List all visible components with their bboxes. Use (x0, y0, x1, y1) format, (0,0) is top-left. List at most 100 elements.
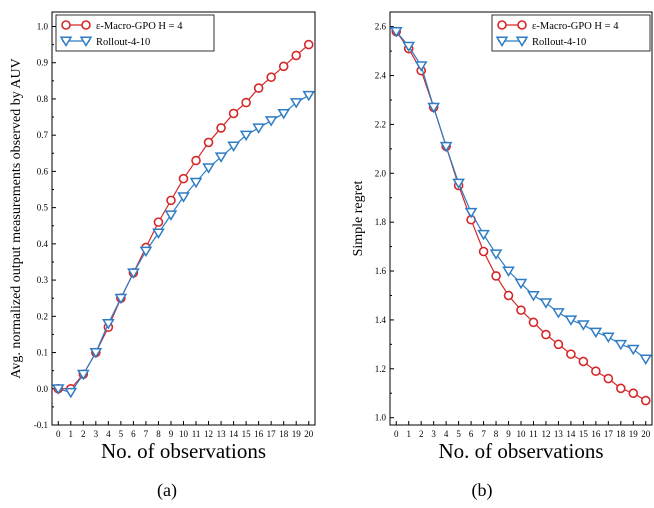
data-point-triangle (89, 348, 103, 359)
data-point-triangle (639, 354, 653, 365)
legend-marker (515, 36, 529, 47)
data-point-circle (166, 195, 176, 206)
data-point-circle (191, 155, 201, 166)
legend-label: Rollout-4-10 (96, 37, 150, 48)
legend-label: Rollout-4-10 (532, 37, 586, 48)
x-tick-label: 5 (119, 429, 124, 439)
data-point-triangle (527, 290, 540, 302)
data-point-triangle (127, 268, 140, 279)
data-point-triangle (289, 98, 303, 109)
y-tick-label: 1.8 (375, 217, 387, 227)
x-tick-label: 10 (179, 429, 189, 439)
x-tick-label: 4 (106, 429, 111, 439)
data-point-triangle (389, 27, 403, 38)
data-point-triangle (539, 298, 553, 309)
x-axis-label: No. of observations (101, 439, 266, 463)
caption-b: (b) (472, 480, 493, 501)
y-tick-label: 2.2 (375, 119, 386, 129)
data-point-circle (153, 217, 164, 227)
data-point-triangle (164, 210, 178, 221)
x-tick-label: 2 (81, 429, 86, 439)
y-tick-label: -0.1 (34, 420, 48, 430)
y-tick-label: 1.0 (375, 413, 387, 423)
legend-marker (61, 20, 71, 30)
x-tick-label: 20 (641, 429, 651, 439)
data-point-circle (603, 373, 614, 384)
data-point-triangle (552, 308, 565, 319)
y-tick-label: 0.2 (37, 311, 48, 321)
y-tick-label: 2.0 (375, 168, 387, 178)
x-tick-label: 12 (541, 429, 550, 439)
x-tick-label: 9 (169, 429, 174, 439)
legend-marker (79, 36, 93, 47)
x-tick-label: 1 (406, 429, 411, 439)
data-point-triangle (239, 130, 253, 142)
data-point-triangle (189, 177, 203, 189)
data-point-triangle (489, 249, 503, 260)
data-point-circle (266, 72, 276, 83)
data-point-circle (491, 271, 501, 281)
legend-box (55, 14, 215, 52)
x-tick-label: 12 (204, 429, 213, 439)
data-point-triangle (414, 61, 428, 72)
x-tick-label: 11 (192, 429, 201, 439)
x-tick-label: 18 (616, 429, 626, 439)
data-point-triangle (514, 278, 528, 290)
y-tick-label: 0.7 (37, 130, 49, 140)
y-tick-label: 1.0 (37, 21, 49, 31)
data-point-circle (278, 61, 289, 72)
y-tick-label: 0.5 (37, 203, 49, 213)
x-tick-label: 19 (629, 429, 639, 439)
data-point-triangle (202, 163, 215, 174)
y-tick-label: 2.6 (375, 22, 387, 32)
legend-marker (495, 36, 509, 47)
data-point-triangle (252, 123, 265, 134)
y-tick-label: 1.6 (375, 266, 387, 276)
y-tick-label: 2.4 (375, 71, 387, 81)
x-tick-label: 1 (69, 429, 74, 439)
y-tick-label: 0.3 (37, 275, 49, 285)
legend-label: ε-Macro-GPO H = 4 (96, 21, 183, 32)
data-point-triangle (439, 141, 453, 153)
data-point-triangle (139, 246, 153, 258)
y-axis-label: Avg. normalized output measurements obse… (9, 58, 24, 379)
data-point-triangle (452, 178, 465, 190)
x-tick-label: 8 (494, 429, 499, 439)
x-tick-label: 17 (604, 429, 614, 439)
x-tick-label: 7 (481, 429, 486, 439)
data-point-triangle (152, 228, 165, 239)
x-tick-label: 13 (217, 429, 227, 439)
data-point-circle (516, 305, 526, 315)
x-tick-label: 17 (267, 429, 277, 439)
x-tick-label: 16 (591, 429, 601, 439)
data-point-triangle (177, 192, 190, 203)
data-point-triangle (477, 229, 490, 241)
data-point-triangle (114, 293, 128, 305)
x-tick-label: 2 (419, 429, 424, 439)
x-tick-label: 0 (394, 429, 399, 439)
x-tick-label: 0 (56, 429, 61, 439)
data-point-circle (566, 349, 576, 359)
data-point-triangle (227, 141, 240, 152)
data-point-circle (503, 290, 514, 301)
data-point-circle (528, 317, 539, 328)
legend-label: ε-Macro-GPO H = 4 (532, 21, 619, 32)
x-tick-label: 6 (469, 429, 474, 439)
y-tick-label: 0.4 (37, 239, 49, 249)
legend-box (491, 14, 651, 52)
chart-b: 0 1 2 3 4 5 6 7 8 9 10 11 12 13 14 15 16 17 18 19 201.01.21.… (351, 11, 653, 463)
data-point-circle (178, 173, 189, 184)
series-line (58, 44, 310, 390)
data-point-triangle (589, 327, 603, 339)
x-tick-label: 14 (566, 429, 576, 439)
x-tick-label: 10 (517, 429, 527, 439)
x-tick-label: 6 (131, 429, 136, 439)
plot-frame (389, 11, 653, 426)
data-point-circle (216, 123, 226, 133)
data-point-triangle (76, 369, 90, 381)
data-point-circle (591, 366, 601, 377)
data-point-circle (616, 383, 626, 394)
data-point-triangle (402, 41, 416, 53)
x-tick-label: 7 (144, 429, 149, 439)
